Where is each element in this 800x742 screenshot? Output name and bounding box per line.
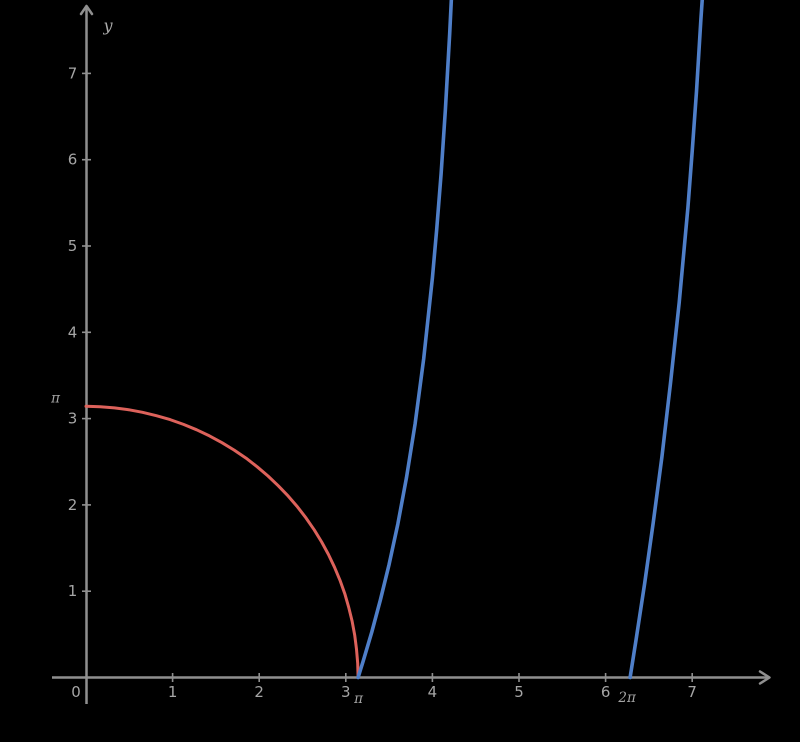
- curve-red-arc: [84, 404, 360, 679]
- y-tick-label-π: π: [50, 390, 61, 406]
- x-tick-label-3: 3: [341, 683, 351, 701]
- y-tick-label-5: 5: [68, 237, 78, 255]
- x-tick-label-7: 7: [687, 683, 697, 701]
- y-tick-label-2: 2: [68, 496, 78, 514]
- x-tick-label-2: 2: [254, 683, 264, 701]
- x-tick-label-5: 5: [514, 683, 524, 701]
- x-axis-arrowhead-icon: [758, 670, 771, 685]
- y-tick-label-6: 6: [68, 151, 78, 169]
- x-tick-label-0: 0: [71, 683, 81, 701]
- y-axis-title: y: [102, 16, 113, 35]
- y-tick-label-7: 7: [68, 64, 78, 82]
- y-tick-label-4: 4: [68, 323, 78, 341]
- x-tick-label-4: 4: [428, 683, 438, 701]
- y-axis-arrowhead-icon: [79, 4, 94, 16]
- x-tick-label-2π: 2π: [617, 690, 637, 706]
- curve-blue-branch-2: [628, 0, 705, 680]
- y-tick-label-1: 1: [68, 582, 78, 600]
- x-tick-label-6: 6: [601, 683, 611, 701]
- y-tick-label-3: 3: [68, 410, 78, 428]
- x-tick-label-π: π: [353, 691, 364, 707]
- x-tick-label-1: 1: [168, 683, 178, 701]
- curve-blue-branch-1: [356, 0, 454, 680]
